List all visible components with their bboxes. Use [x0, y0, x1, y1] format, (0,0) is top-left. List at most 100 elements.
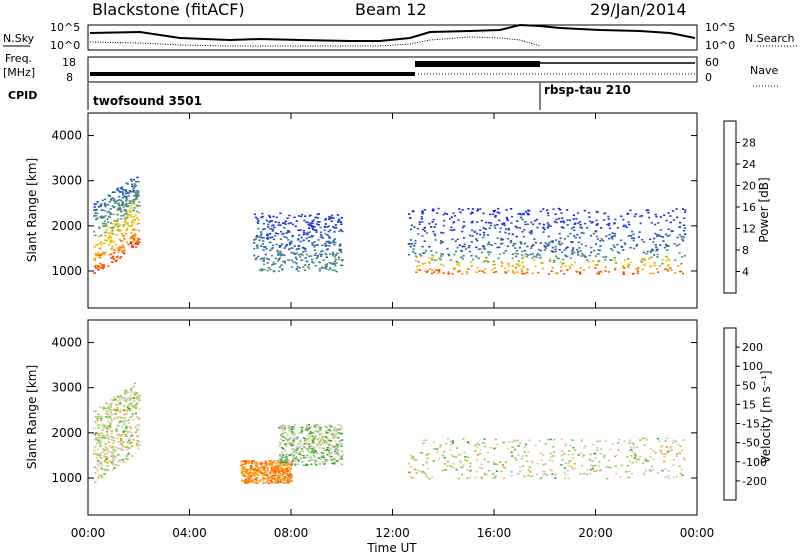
scatter-cell: [279, 454, 282, 456]
scatter-cell: [642, 241, 646, 243]
scatter-cell: [302, 229, 305, 232]
scatter-cell: [300, 444, 303, 446]
scatter-cell: [325, 268, 328, 270]
scatter-cell: [678, 252, 681, 254]
scatter-cell: [605, 235, 608, 237]
scatter-cell: [547, 235, 550, 238]
scatter-cell: [106, 436, 109, 439]
scatter-cell: [424, 439, 428, 442]
x-axis: 00:00 04:00 08:00 12:00 16:00 20:00 00:00: [71, 113, 714, 540]
scatter-cell: [250, 477, 253, 479]
scatter-cell: [107, 216, 110, 218]
scatter-cell: [489, 251, 492, 254]
scatter-cell: [432, 209, 435, 212]
scatter-cell: [519, 241, 523, 244]
scatter-cell: [445, 442, 448, 445]
scatter-cell: [282, 260, 285, 263]
scatter-cell: [455, 468, 458, 471]
scatter-cell: [98, 242, 101, 245]
scatter-cell: [464, 456, 467, 458]
scatter-cell: [288, 454, 291, 457]
scatter-cell: [463, 451, 466, 454]
scatter-cell: [113, 437, 116, 439]
scatter-cell: [629, 246, 632, 249]
scatter-cell: [281, 464, 284, 466]
scatter-cell: [593, 453, 597, 455]
scatter-cell: [292, 431, 295, 433]
scatter-cell: [598, 461, 601, 463]
scatter-cell: [104, 251, 107, 254]
scatter-cell: [114, 202, 117, 204]
scatter-cell: [121, 186, 124, 188]
scatter-cell: [127, 441, 130, 443]
scatter-cell: [555, 239, 558, 241]
scatter-cell: [285, 232, 288, 234]
scatter-cell: [490, 222, 493, 224]
scatter-cell: [682, 229, 686, 232]
scatter-cell: [109, 435, 112, 438]
scatter-cell: [106, 427, 109, 429]
scatter-cell: [242, 473, 245, 475]
scatter-cell: [285, 464, 289, 467]
scatter-cell: [476, 442, 479, 444]
scatter-cell: [650, 470, 653, 473]
scatter-cell: [546, 209, 549, 211]
scatter-cell: [614, 465, 617, 467]
scatter-cell: [573, 251, 576, 254]
scatter-cell: [121, 202, 124, 205]
scatter-cell: [323, 440, 326, 442]
scatter-cell: [95, 208, 98, 211]
scatter-cell: [515, 459, 518, 461]
scatter-cell: [97, 433, 100, 435]
scatter-cell: [544, 462, 547, 465]
scatter-cell: [334, 224, 337, 226]
scatter-cell: [609, 259, 612, 261]
scatter-cell: [657, 222, 660, 224]
scatter-cell: [284, 472, 287, 474]
scatter-cell: [301, 461, 304, 463]
scatter-cell: [677, 443, 680, 446]
scatter-cell: [543, 473, 546, 475]
scatter-cell: [262, 260, 265, 262]
scatter-cell: [596, 238, 599, 240]
scatter-cell: [107, 441, 110, 444]
scatter-cell: [489, 446, 492, 449]
scatter-cell: [650, 266, 653, 268]
scatter-cell: [278, 257, 281, 260]
scatter-cell: [497, 257, 500, 259]
scatter-cell: [329, 432, 332, 435]
scatter-cell: [544, 242, 547, 244]
scatter-cell: [646, 438, 649, 441]
scatter-cell: [487, 253, 490, 256]
scatter-cell: [318, 261, 321, 263]
scatter-cell: [94, 433, 97, 436]
scatter-cell: [93, 466, 97, 469]
scatter-cell: [245, 468, 248, 471]
scatter-cell: [116, 222, 119, 225]
scatter-cell: [98, 257, 101, 259]
scatter-cell: [630, 454, 633, 457]
scatter-cell: [528, 210, 531, 212]
scatter-cell: [586, 259, 589, 261]
scatter-cell: [501, 464, 504, 466]
scatter-cell: [556, 272, 559, 275]
scatter-cell: [257, 222, 260, 224]
scatter-cell: [341, 230, 344, 233]
scatter-cell: [478, 466, 481, 469]
scatter-cell: [265, 474, 268, 476]
scatter-cell: [297, 443, 300, 445]
scatter-cell: [681, 208, 685, 210]
scatter-cell: [119, 410, 122, 413]
scatter-cell: [320, 452, 323, 454]
scatter-cell: [484, 268, 487, 270]
scatter-cell: [270, 254, 273, 257]
scatter-cell: [632, 443, 635, 446]
scatter-cell: [322, 435, 325, 438]
colorbar-label: -50: [742, 437, 760, 450]
scatter-cell: [594, 457, 597, 459]
scatter-cell: [469, 213, 472, 215]
scatter-cell: [522, 465, 525, 467]
scatter-cell: [244, 478, 247, 480]
scatter-cell: [113, 417, 116, 420]
scatter-cell: [263, 471, 266, 474]
